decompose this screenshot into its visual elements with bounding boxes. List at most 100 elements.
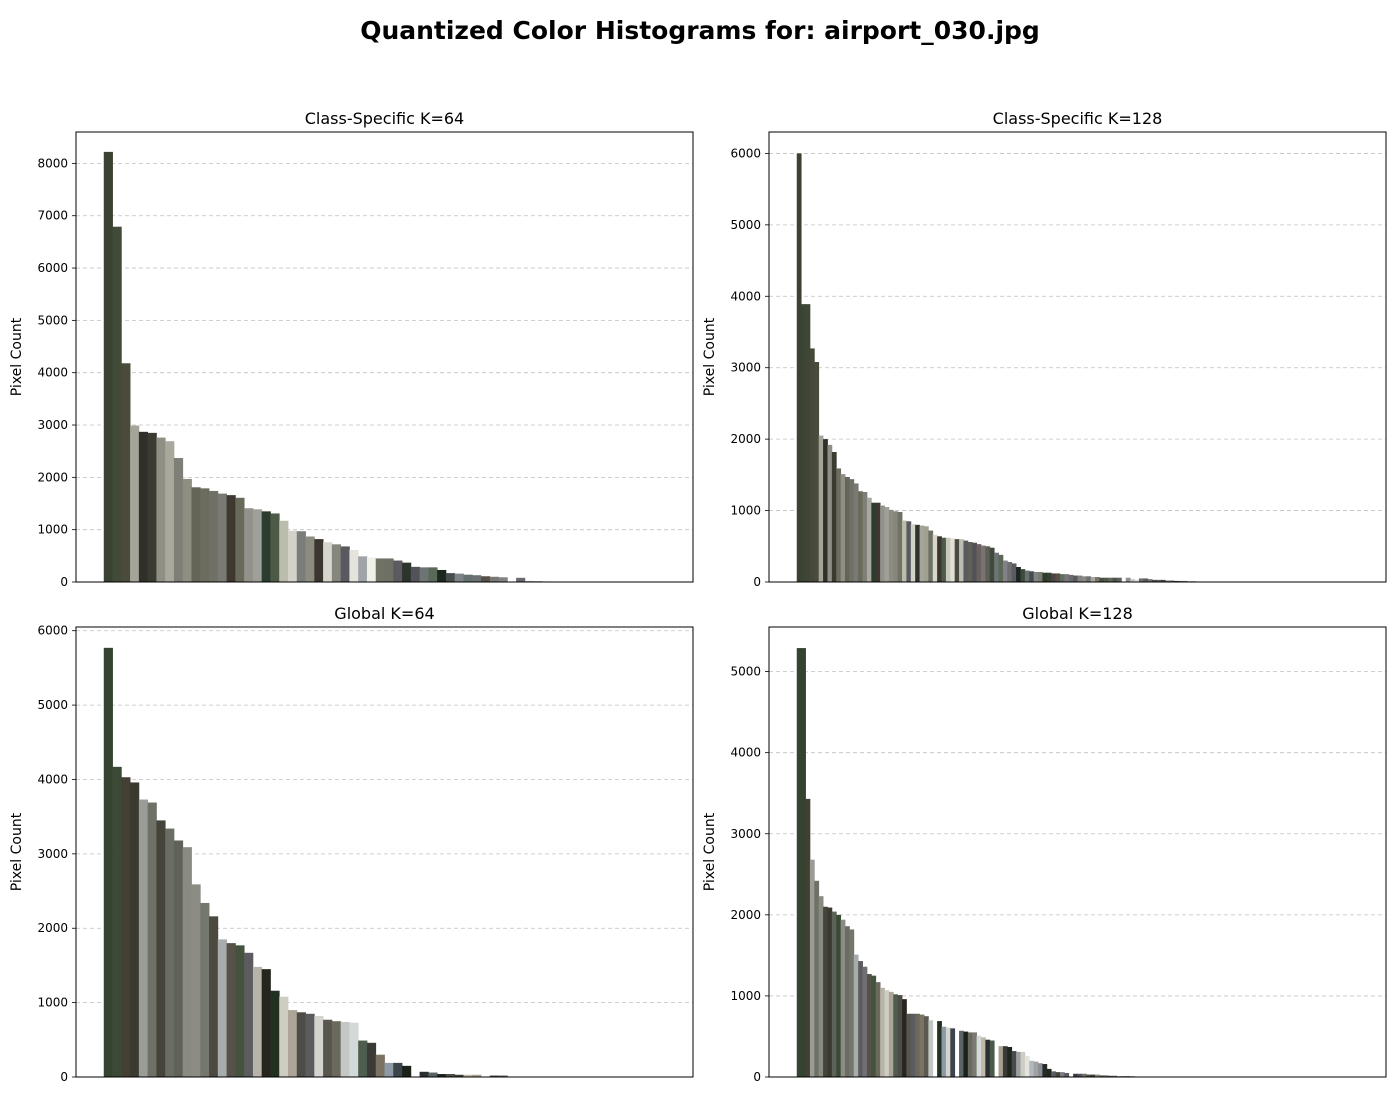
histogram-bar xyxy=(1051,573,1056,582)
histogram-bar xyxy=(853,483,859,582)
histogram-bar xyxy=(928,530,934,582)
histogram-bar xyxy=(305,1013,315,1077)
histogram-bar xyxy=(959,539,964,582)
subplot-title: Global K=64 xyxy=(334,604,434,623)
y-tick-label: 5000 xyxy=(37,313,68,327)
y-tick-label: 8000 xyxy=(37,156,68,170)
histogram-bar xyxy=(893,511,899,582)
histogram-bar xyxy=(897,512,903,582)
histogram-bar xyxy=(314,539,324,582)
y-tick-label: 6000 xyxy=(37,261,68,275)
histogram-bar xyxy=(524,580,535,582)
histogram-bar xyxy=(928,1020,934,1077)
histogram-bar xyxy=(840,474,846,582)
histogram-bar xyxy=(976,1035,982,1077)
histogram-bar xyxy=(809,348,815,582)
histogram-bar xyxy=(950,1028,956,1077)
histogram-bar xyxy=(147,432,157,582)
histogram-bar xyxy=(836,914,842,1077)
histogram-bar xyxy=(112,766,122,1077)
histogram-bar xyxy=(1051,1071,1056,1077)
y-tick-label: 0 xyxy=(60,575,68,589)
histogram-bar xyxy=(296,1012,306,1077)
histogram-bar xyxy=(862,492,868,582)
histogram-bar xyxy=(1016,567,1021,582)
histogram-bar xyxy=(801,648,806,1077)
histogram-bar xyxy=(1024,570,1030,582)
histogram-bar xyxy=(1068,574,1074,582)
histogram-bar xyxy=(217,939,227,1077)
histogram-bar xyxy=(498,577,508,582)
histogram-bar xyxy=(384,1062,394,1077)
histogram-bar xyxy=(923,526,929,582)
histogram-bar xyxy=(827,907,833,1077)
histogram-bar xyxy=(888,509,894,582)
histogram-bar xyxy=(950,538,956,582)
histogram-bar xyxy=(393,1062,403,1077)
histogram-bar xyxy=(200,902,210,1077)
histogram-bar xyxy=(1182,580,1188,582)
histogram-bar xyxy=(897,995,903,1077)
y-tick-label: 1000 xyxy=(37,996,68,1010)
y-tick-label: 5000 xyxy=(730,218,761,232)
histogram-bar xyxy=(972,1032,978,1077)
histogram-bar xyxy=(138,431,149,582)
histogram-bar xyxy=(967,542,973,582)
histogram-bar xyxy=(252,509,263,582)
y-tick-label: 0 xyxy=(753,575,761,589)
histogram-bar xyxy=(1156,579,1162,582)
histogram-bar xyxy=(1134,579,1140,582)
histogram-bar xyxy=(428,567,438,582)
histogram-bar xyxy=(884,507,890,582)
subplot-class-specific-k128: 0 1000 2000 3000 4000 5000 6000 Class-Specific … xyxy=(702,109,1387,589)
histogram-bar xyxy=(288,530,298,582)
histogram-bar xyxy=(235,497,245,582)
histogram-bar xyxy=(875,982,881,1077)
y-tick-label: 6000 xyxy=(730,146,761,160)
histogram-bar xyxy=(191,884,201,1077)
histogram-bar xyxy=(989,547,995,582)
histogram-bar xyxy=(831,452,837,582)
y-tick-label: 1000 xyxy=(730,989,761,1003)
histogram-bar xyxy=(1002,1046,1008,1077)
histogram-bar xyxy=(1099,577,1105,582)
histogram-bar xyxy=(862,966,868,1077)
histogram-bar xyxy=(410,566,420,582)
histogram-bar xyxy=(831,911,837,1077)
histogram-bar xyxy=(941,1026,947,1077)
y-tick-label: 4000 xyxy=(730,289,761,303)
histogram-bar xyxy=(1042,1064,1048,1077)
histogram-bar xyxy=(923,1016,929,1077)
histogram-bar xyxy=(138,799,149,1077)
axes-frame xyxy=(768,131,1387,583)
histogram-bar xyxy=(915,1013,920,1077)
y-axis-label: Pixel Count xyxy=(9,812,25,891)
histogram-bar xyxy=(888,991,894,1077)
histogram-bar xyxy=(121,777,131,1077)
subplot-class-specific-k64: 0 1000 2000 3000 4000 5000 6000 7000 8000 Class-S… xyxy=(9,109,694,589)
histogram-bar xyxy=(270,513,280,582)
histogram-bar xyxy=(323,1019,333,1077)
histogram-bar xyxy=(836,468,842,582)
subplot-title: Class-Specific K=64 xyxy=(305,109,464,128)
histogram-bar xyxy=(366,1042,377,1077)
histogram-bar xyxy=(1165,580,1171,582)
histogram-bar xyxy=(845,926,850,1077)
histogram-bar xyxy=(489,1075,499,1077)
histogram-bar xyxy=(1090,577,1096,582)
histogram-bar xyxy=(1077,575,1083,582)
histogram-bar xyxy=(244,952,254,1077)
histogram-bar xyxy=(849,479,855,582)
y-tick-label: 1000 xyxy=(37,523,68,537)
histogram-bar xyxy=(845,477,850,582)
histogram-bar xyxy=(358,1040,368,1077)
histogram-bar xyxy=(156,437,166,582)
histogram-bar xyxy=(402,1065,412,1077)
histogram-bar xyxy=(906,521,912,582)
histogram-bar xyxy=(1011,563,1017,582)
histogram-bar xyxy=(1016,1051,1021,1077)
histogram-bar xyxy=(384,558,394,582)
histogram-bar xyxy=(1073,575,1078,582)
histogram-bar xyxy=(173,840,184,1077)
y-tick-label: 0 xyxy=(60,1070,68,1084)
